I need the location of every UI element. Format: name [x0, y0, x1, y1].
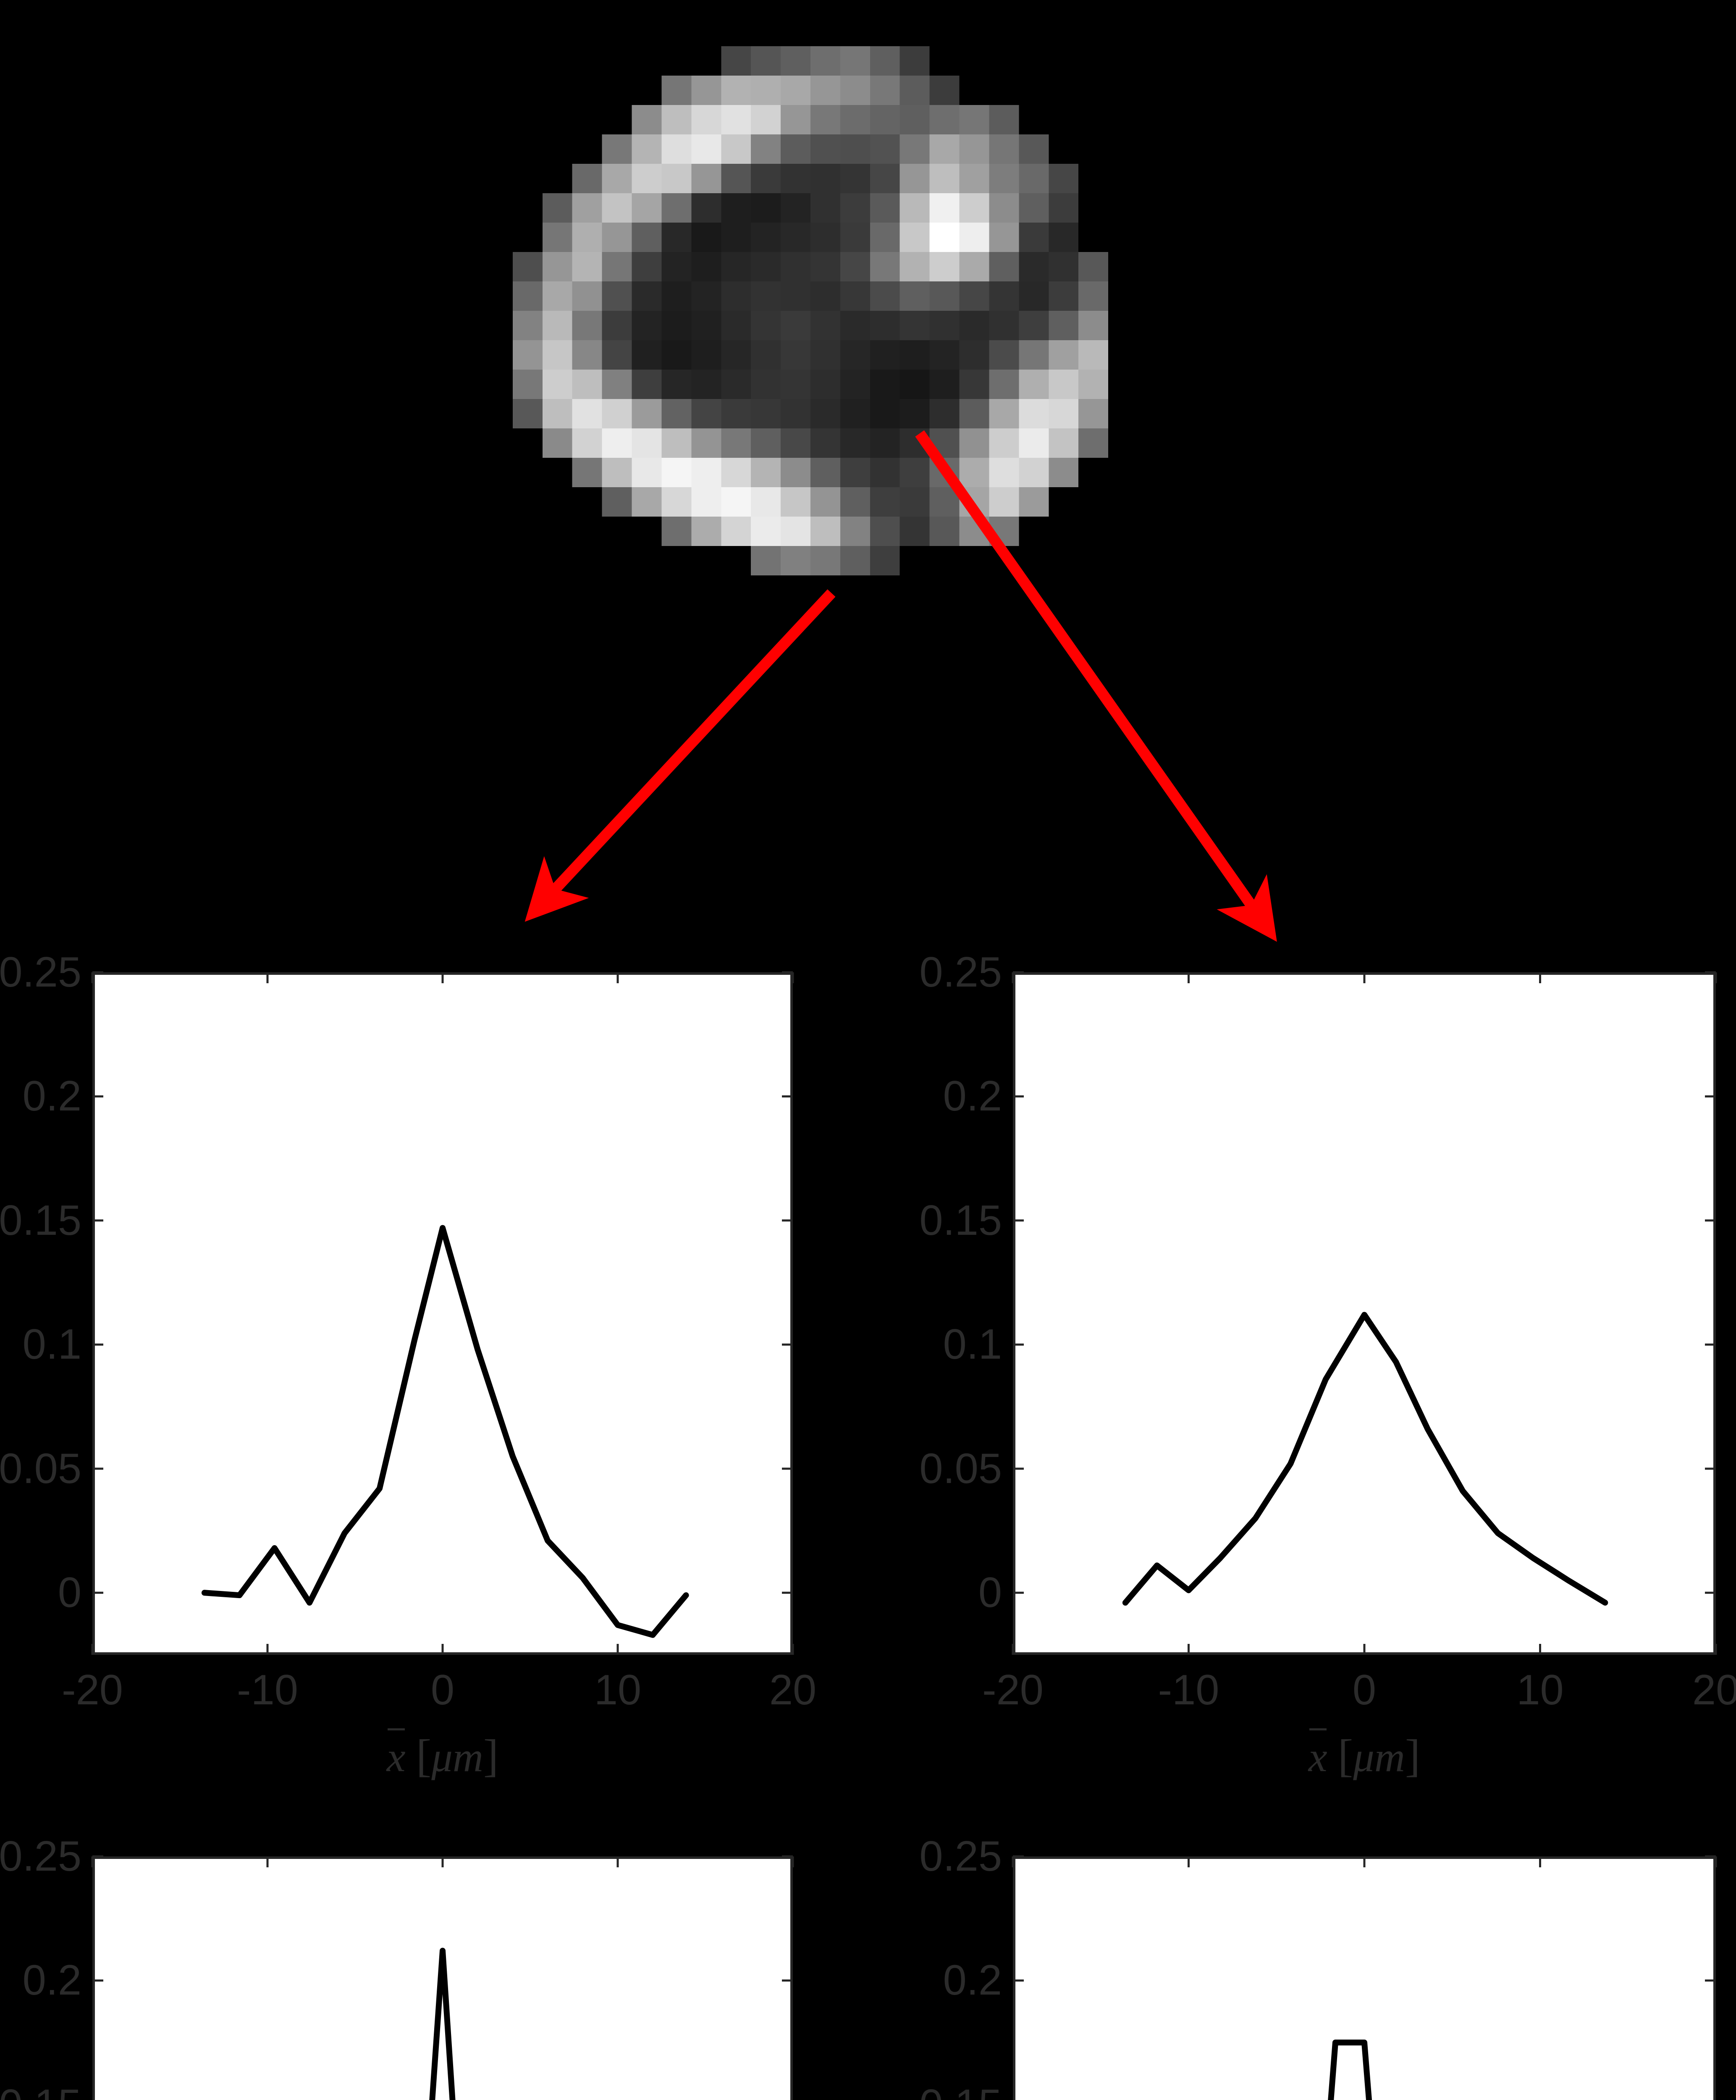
- y-tick-label: 0.15: [919, 2083, 1002, 2100]
- x-tick-label: 20: [1692, 1667, 1736, 1714]
- y-tick-label: 0.2: [943, 1957, 1002, 2004]
- y-tick-label: 0.25: [919, 1833, 1002, 1880]
- x-tick-label: -10: [237, 1667, 298, 1714]
- y-tick-label: 0.15: [0, 1197, 81, 1244]
- y-tick-label: 0.05: [919, 1445, 1002, 1492]
- y-tick-label: 0.25: [0, 1833, 81, 1880]
- x-tick-label: -10: [1158, 1667, 1219, 1714]
- annotation-arrow-layer: [524, 430, 1277, 942]
- x-tick-label: 20: [769, 1667, 817, 1714]
- y-tick-label: 0: [978, 1569, 1002, 1617]
- x-tick-label: 0: [1352, 1667, 1377, 1714]
- panel-top-left: 0 0.05 0.1 0.15 0.2 0.25 -20 -10 0 10 20 x [μm]: [0, 945, 823, 1814]
- x-axis-title: x [μm]: [1013, 1728, 1716, 1779]
- arrow-to-bottom-left-panel: [524, 589, 836, 922]
- x-tick-label: -20: [62, 1667, 123, 1714]
- panel-top-right: 0 0.05 0.1 0.15 0.2 0.25 -20 -10 0 10 20 x [μm]: [919, 945, 1736, 1814]
- data-series-line: [1328, 2040, 1372, 2100]
- x-tick-label: -20: [982, 1667, 1044, 1714]
- y-tick-label: 0.25: [919, 949, 1002, 996]
- y-tick-label: 0.05: [0, 1445, 81, 1492]
- x-axis-title: x [μm]: [92, 1728, 793, 1779]
- data-series-line: [1122, 1312, 1608, 1606]
- panel-bottom-right: 00.050.10.150.20.25-40-2002040Δx [μm]: [919, 1829, 1736, 2100]
- micrograph-image: [483, 17, 1138, 605]
- y-tick-label: 0.15: [0, 2083, 81, 2100]
- panel-bottom-left: 00.050.10.150.20.25-40-2002040Δx [μm]: [0, 1829, 823, 2100]
- x-tick-label: 10: [1516, 1667, 1564, 1714]
- arrow-to-bottom-right-panel: [915, 430, 1277, 942]
- y-tick-label: 0.1: [943, 1321, 1002, 1368]
- data-series-line: [201, 1225, 689, 1638]
- data-series-line: [429, 1948, 456, 2100]
- y-tick-label: 0.2: [22, 1957, 81, 2004]
- y-tick-label: 0.2: [22, 1073, 81, 1120]
- y-tick-label: 0.25: [0, 949, 81, 996]
- x-tick-label: 10: [594, 1667, 642, 1714]
- x-tick-label: 0: [430, 1667, 455, 1714]
- y-tick-label: 0: [58, 1569, 81, 1617]
- y-tick-label: 0.2: [943, 1073, 1002, 1120]
- plot-area-top-left: [92, 972, 793, 1655]
- y-tick-label: 0.15: [919, 1197, 1002, 1244]
- micrograph-panel: [483, 17, 1138, 605]
- y-tick-label: 0.1: [22, 1321, 81, 1368]
